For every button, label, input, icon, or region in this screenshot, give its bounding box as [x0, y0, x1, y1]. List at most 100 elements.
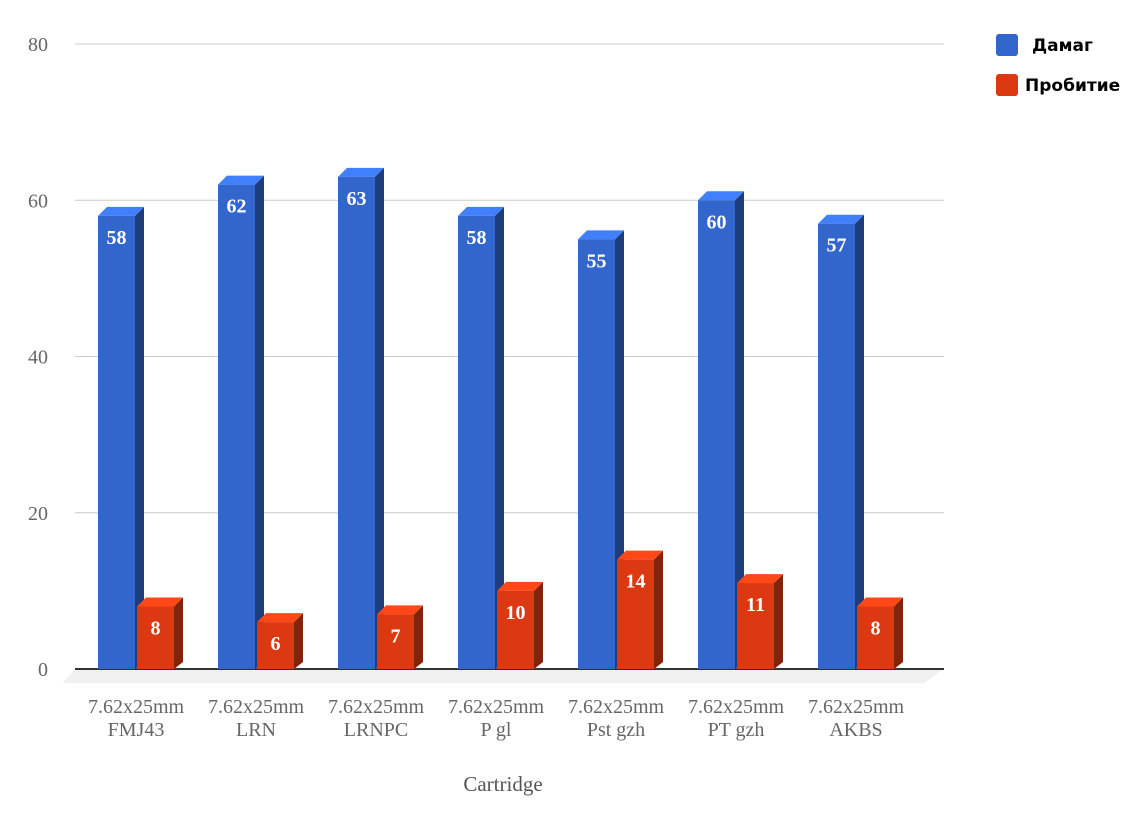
- bar-side: [774, 574, 783, 669]
- bar-value-label: 8: [151, 618, 161, 640]
- bar-top: [497, 581, 543, 591]
- bar-side: [294, 613, 303, 669]
- bar-side: [855, 214, 864, 669]
- bar-top: [98, 206, 144, 216]
- floor-plane: [63, 669, 944, 683]
- x-tick-label: LRN: [236, 719, 276, 741]
- bar-top: [338, 167, 384, 177]
- bar-value-label: 55: [587, 250, 607, 272]
- bar-damage-2: 63: [338, 167, 384, 669]
- bar-top: [458, 206, 504, 216]
- bar-value-label: 63: [347, 188, 367, 210]
- bar-penetration-6: 8: [857, 597, 903, 669]
- bar-front: [377, 614, 414, 669]
- x-tick-label: P gl: [481, 719, 512, 741]
- bar-front: [737, 583, 774, 669]
- bar-damage-6: 57: [818, 214, 864, 669]
- bar-damage-4: 55: [578, 230, 624, 669]
- x-tick-label: 7.62x25mm: [88, 696, 185, 718]
- bar-side: [894, 597, 903, 669]
- y-tick-label: 20: [28, 503, 48, 525]
- legend: Дамаг Пробитие: [996, 34, 1120, 96]
- gridlines: [75, 43, 944, 670]
- bar-side: [174, 597, 183, 669]
- x-tick-label: 7.62x25mm: [568, 696, 665, 718]
- bar-damage-0: 58: [98, 206, 144, 669]
- bar-side: [135, 206, 144, 669]
- bar-penetration-2: 7: [377, 605, 423, 669]
- bar-side: [495, 206, 504, 669]
- legend-item-damage: Дамаг: [996, 34, 1093, 56]
- bar-penetration-1: 6: [257, 613, 303, 669]
- bar-value-label: 58: [467, 227, 487, 249]
- bar-front: [578, 239, 615, 669]
- bar-front: [137, 606, 174, 669]
- bar-side: [654, 550, 663, 669]
- bar-top: [218, 175, 264, 185]
- bar-value-label: 14: [626, 571, 646, 593]
- bar-side: [375, 167, 384, 669]
- bar-value-label: 60: [707, 211, 727, 233]
- x-axis-label: Cartridge: [463, 772, 542, 796]
- bar-front: [818, 223, 855, 669]
- x-tick-label: 7.62x25mm: [448, 696, 545, 718]
- bar-value-label: 58: [107, 227, 127, 249]
- bar-front: [857, 606, 894, 669]
- bar-side: [735, 191, 744, 669]
- legend-label: Дамаг: [1032, 36, 1093, 56]
- legend-item-penetration: Пробитие: [996, 74, 1120, 96]
- legend-label: Пробитие: [1025, 76, 1120, 96]
- bar-front: [497, 590, 534, 669]
- bar-top: [857, 597, 903, 607]
- bar-value-label: 62: [227, 196, 247, 218]
- bar-value-label: 10: [506, 602, 526, 624]
- x-tick-label: 7.62x25mm: [328, 696, 425, 718]
- y-tick-label: 0: [38, 659, 48, 681]
- bar-top: [818, 214, 864, 224]
- bar-top: [377, 605, 423, 615]
- bar-damage-5: 60: [698, 191, 744, 669]
- bars: 58 8 62 6 63 7 58 10 55 14 60 11 57 8: [98, 167, 903, 669]
- legend-swatch: [996, 74, 1018, 96]
- bar-penetration-0: 8: [137, 597, 183, 669]
- bar-side: [255, 175, 264, 669]
- bar-value-label: 7: [391, 625, 401, 647]
- bar-side: [534, 581, 543, 669]
- bar-front: [338, 176, 375, 669]
- bar-penetration-4: 14: [617, 550, 663, 669]
- bar-front: [458, 215, 495, 669]
- bar-side: [414, 605, 423, 669]
- bar-value-label: 8: [871, 618, 881, 640]
- bar-top: [257, 613, 303, 623]
- bar-front: [698, 200, 735, 669]
- bar-penetration-3: 10: [497, 581, 543, 669]
- x-tick-label: 7.62x25mm: [688, 696, 785, 718]
- y-tick-label: 60: [28, 190, 48, 212]
- bar-front: [257, 622, 294, 669]
- bar-front: [98, 215, 135, 669]
- x-axis-categories: 7.62x25mmFMJ437.62x25mmLRN7.62x25mmLRNPC…: [88, 696, 905, 741]
- x-tick-label: 7.62x25mm: [208, 696, 305, 718]
- x-tick-label: PT gzh: [708, 719, 765, 741]
- bar-value-label: 11: [746, 594, 765, 616]
- bar-front: [617, 559, 654, 669]
- y-tick-label: 80: [28, 34, 48, 56]
- bar-top: [617, 550, 663, 560]
- bar-value-label: 57: [827, 235, 847, 257]
- bar-damage-1: 62: [218, 175, 264, 669]
- bar-value-label: 6: [271, 633, 281, 655]
- legend-swatch: [996, 34, 1018, 56]
- y-tick-label: 40: [28, 347, 48, 369]
- x-tick-label: LRNPC: [344, 719, 408, 741]
- bar-top: [578, 230, 624, 240]
- x-tick-label: 7.62x25mm: [808, 696, 905, 718]
- bar-top: [698, 191, 744, 201]
- chart-floor: [63, 669, 944, 683]
- bar-top: [137, 597, 183, 607]
- bar-top: [737, 574, 783, 584]
- x-tick-label: Pst gzh: [587, 719, 645, 741]
- y-axis-ticks: 0 20 40 60 80: [28, 34, 48, 681]
- bar-damage-3: 58: [458, 206, 504, 669]
- bar-front: [218, 184, 255, 669]
